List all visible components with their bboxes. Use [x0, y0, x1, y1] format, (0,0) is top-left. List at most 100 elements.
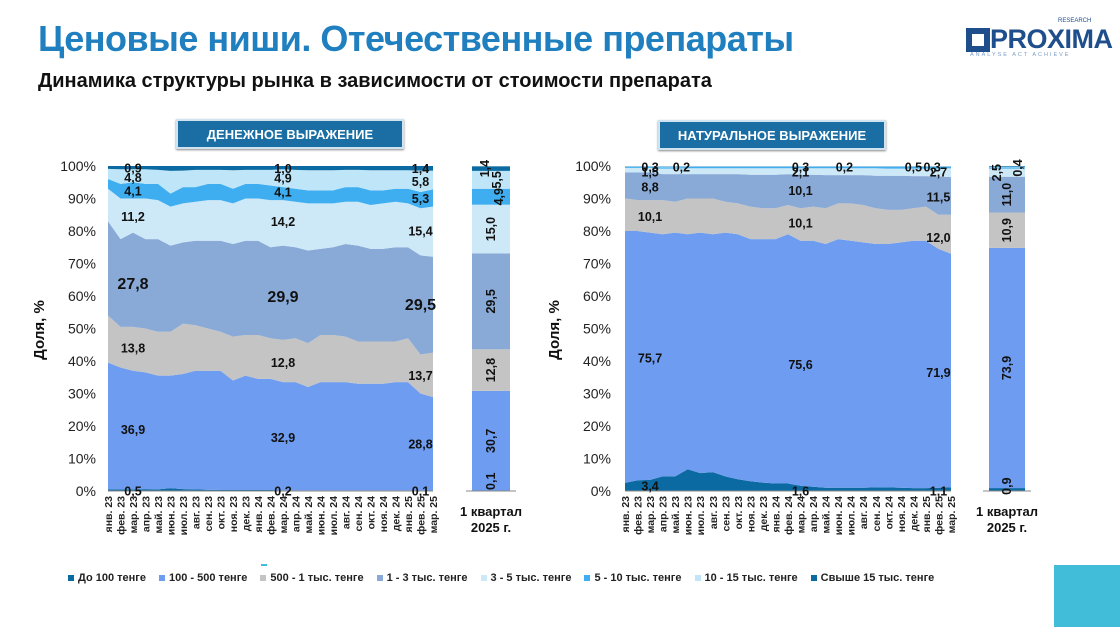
quarter-bar-segment: [989, 247, 1025, 489]
data-label: 0,9: [124, 161, 141, 175]
y-tick-label: 100%: [60, 158, 96, 174]
quarter-data-label: 2,5: [990, 164, 1004, 181]
data-label: 13,8: [121, 342, 145, 356]
data-label: 0,5: [905, 160, 922, 174]
x-tick-label: фев. 24: [783, 496, 795, 535]
area-1 - 3 тыс. тенге: [108, 221, 433, 355]
area-До 100 тенге: [108, 488, 433, 491]
x-tick-label: дек. 23: [758, 496, 770, 531]
quarter-bar-segment: [989, 488, 1025, 491]
x-tick-label: сен. 23: [203, 496, 215, 532]
data-label: 11,5: [927, 190, 951, 204]
quarter-bar-segment: [472, 253, 510, 350]
y-tick-label: 70%: [68, 256, 96, 272]
x-tick-label: окт. 23: [733, 496, 745, 530]
x-tick-label: мар. 24: [796, 496, 808, 534]
x-tick-label: мар. 23: [128, 496, 140, 534]
x-tick-label: дек. 24: [908, 496, 920, 531]
quarter-bar-segment: [989, 212, 1025, 248]
area-100 - 500 тенге: [625, 231, 951, 489]
data-label: 71,9: [926, 366, 950, 380]
area-3 - 5 тыс. тенге: [108, 188, 433, 257]
data-label: 0,2: [274, 485, 291, 499]
y-tick-label: 60%: [583, 288, 611, 304]
legend-item: 500 - 1 тыс. тенге: [260, 572, 364, 584]
x-tick-label: ноя. 23: [228, 496, 240, 532]
x-tick-label: июн. 24: [833, 496, 845, 535]
data-label: 0,3: [923, 160, 940, 174]
legend-item: 10 - 15 тыс. тенге: [694, 572, 798, 584]
area-500 - 1 тыс. тенге: [625, 198, 951, 254]
quarter-bar-segment: [989, 168, 1025, 177]
data-label: 3,4: [641, 480, 658, 494]
quarter-label-line1: 1 квартал: [976, 504, 1038, 519]
legend-label: 10 - 15 тыс. тенге: [704, 572, 798, 584]
x-tick-label: июл. 24: [846, 496, 858, 536]
data-label: 2,1: [792, 165, 809, 179]
area-Свыше 15 тыс. тенге: [108, 166, 433, 171]
x-tick-label: янв. 23: [620, 496, 632, 533]
data-label: 12,8: [271, 356, 295, 370]
legend-swatch: [260, 575, 267, 581]
data-label: 5,8: [412, 175, 429, 189]
x-tick-label: июл. 23: [178, 496, 190, 536]
data-label: 14,2: [271, 215, 295, 229]
proxima-logo: PROXIMA RESEARCH ANALYSE ACT ACHIEVE: [966, 18, 1113, 58]
quarter-data-label: 1,4: [478, 160, 492, 177]
x-tick-label: ноя. 24: [378, 496, 390, 532]
y-tick-label: 60%: [68, 288, 96, 304]
data-label: 75,6: [788, 358, 812, 372]
data-label: 0,5: [124, 485, 141, 499]
data-label: 5,3: [412, 192, 429, 206]
area-100 - 500 тенге: [108, 362, 433, 491]
quarter-data-label: 73,9: [1000, 356, 1014, 380]
x-tick-label: апр. 24: [808, 496, 820, 532]
x-tick-label: янв. 25: [921, 496, 933, 533]
x-tick-label: июн. 23: [166, 496, 178, 535]
quarter-data-label: 0,1: [484, 473, 498, 490]
legend-item: 5 - 10 тыс. тенге: [584, 572, 682, 584]
area-5 - 10 тыс. тенге: [108, 179, 433, 209]
quarter-bar-segment: [472, 170, 510, 189]
y-tick-label: 80%: [68, 223, 96, 239]
x-tick-label: янв. 23: [103, 496, 115, 533]
data-label: 12,0: [926, 231, 950, 245]
quarter-bar-segment: [472, 349, 510, 391]
quarter-bar-segment: [472, 390, 510, 491]
data-label: 8,8: [641, 181, 658, 195]
x-tick-label: май. 24: [821, 496, 833, 534]
y-tick-label: 10%: [583, 451, 611, 467]
quarter-data-label: 11,0: [1000, 183, 1014, 207]
legend-swatch: [159, 575, 166, 581]
x-tick-label: янв. 25: [403, 496, 415, 533]
y-tick-label: 50%: [583, 321, 611, 337]
y-tick-label: 90%: [68, 191, 96, 207]
y-tick-label: 30%: [583, 386, 611, 402]
legend-item: Свыше 15 тыс. тенге: [810, 572, 934, 584]
x-tick-label: фев. 25: [416, 496, 428, 535]
legend-label: 500 - 1 тыс. тенге: [270, 572, 364, 584]
x-tick-label: июн. 23: [683, 496, 695, 535]
y-tick-label: 10%: [68, 451, 96, 467]
x-tick-label: мар. 24: [278, 496, 290, 534]
legend-item: 100 - 500 тенге: [159, 572, 247, 584]
x-tick-label: авг. 23: [708, 496, 720, 529]
x-tick-label: мар. 25: [428, 496, 440, 534]
data-label: 0,2: [836, 160, 853, 174]
x-tick-label: июн. 24: [316, 496, 328, 535]
data-label: 29,9: [267, 289, 298, 306]
area-1 - 3 тыс. тенге: [625, 172, 951, 215]
y-tick-label: 40%: [583, 353, 611, 369]
area-5 - 10 тыс. тенге: [625, 167, 951, 169]
data-label: 0,3: [641, 160, 658, 174]
x-tick-label: мар. 25: [946, 496, 958, 534]
quarter-label-line2: 2025 г.: [987, 520, 1027, 535]
x-tick-label: фев. 23: [633, 496, 645, 535]
data-label: 27,8: [117, 276, 148, 293]
y-tick-label: 0%: [76, 483, 96, 499]
data-label: 1,0: [274, 162, 291, 176]
quarter-data-label: 0,9: [1000, 477, 1014, 494]
legend-item: До 100 тенге: [68, 572, 146, 584]
area-500 - 1 тыс. тенге: [108, 315, 433, 398]
badge-money: ДЕНЕЖНОЕ ВЫРАЖЕНИЕ: [176, 119, 404, 149]
